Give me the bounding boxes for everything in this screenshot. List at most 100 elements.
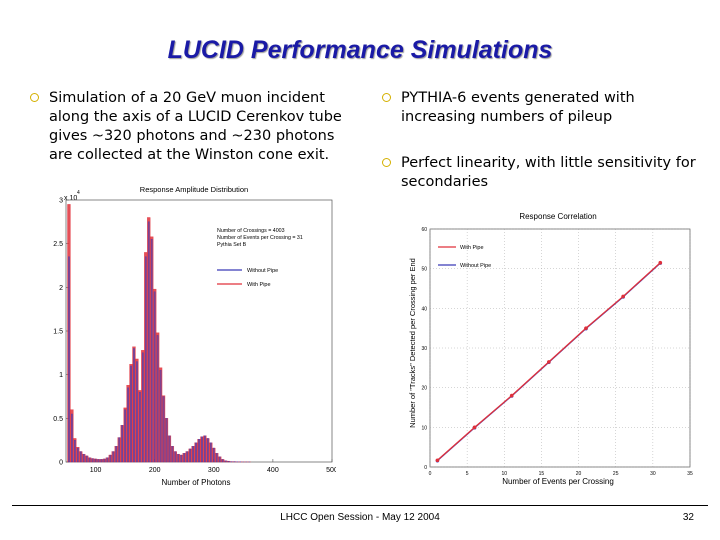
bullet-ring-icon — [382, 158, 391, 167]
y-tick-label: 1.5 — [53, 329, 63, 336]
histogram-bar — [227, 460, 230, 463]
histogram-bar — [124, 409, 126, 463]
y-tick-label: 50 — [421, 267, 427, 273]
histogram-bar — [88, 457, 91, 463]
histogram-bar — [112, 451, 115, 463]
histogram-bar — [186, 451, 189, 463]
x-tick-label: 5 — [466, 471, 469, 477]
histogram-bar — [153, 291, 156, 463]
x-tick-label: 10 — [502, 471, 508, 477]
data-point — [509, 393, 514, 398]
annotation-text: Number of Events per Crossing = 31 — [217, 235, 303, 241]
data-point — [547, 360, 551, 364]
chart-title: Response Amplitude Distribution — [140, 185, 248, 194]
histogram-bar — [74, 440, 76, 463]
histogram-bar — [118, 437, 121, 463]
x-tick-label: 0 — [429, 471, 432, 477]
y-tick-label: 40 — [421, 306, 427, 312]
bullet-linearity: Perfect linearity, with little sensitivi… — [382, 154, 702, 192]
histogram-bar — [91, 458, 94, 463]
histogram-bar — [106, 457, 109, 463]
data-point — [658, 260, 663, 265]
data-point — [621, 294, 625, 299]
histogram-bar — [195, 442, 197, 463]
response-amplitude-chart: Response Amplitude Distribution x 10 4 0… — [53, 185, 336, 487]
histogram-bar — [198, 439, 200, 463]
histogram-bar — [147, 221, 150, 463]
footer-divider — [12, 505, 708, 506]
x-tick-label: 35 — [687, 471, 693, 477]
histogram-bar — [209, 442, 212, 463]
y-tick-label: 0 — [424, 465, 427, 471]
x-axis-label: Number of Photons — [162, 478, 231, 487]
annotation-text: Number of Crossings = 4003 — [217, 228, 285, 234]
y-tick-label: 3 — [59, 198, 63, 205]
y-tick-label: 0.5 — [53, 416, 63, 423]
histogram-bar — [76, 447, 79, 463]
x-tick-label: 100 — [90, 467, 102, 474]
y-tick-label: 30 — [421, 346, 427, 352]
bullet-text: PYTHIA-6 events generated with increasin… — [401, 90, 635, 125]
histogram-bar — [115, 446, 118, 463]
y-tick-label: 10 — [421, 425, 427, 431]
bullet-text: Simulation of a 20 GeV muon incident alo… — [49, 90, 342, 163]
bullet-text: Perfect linearity, with little sensitivi… — [401, 155, 696, 190]
histogram-bar — [133, 348, 135, 463]
data-point — [472, 425, 477, 430]
y-multiplier-exponent: 4 — [77, 190, 80, 196]
histogram-bar — [79, 451, 82, 463]
histogram-bar — [192, 446, 194, 463]
data-point — [435, 458, 440, 463]
histogram-bar — [165, 418, 168, 463]
histogram-bar — [150, 239, 153, 463]
x-tick-label: 400 — [267, 467, 279, 474]
histogram-bar — [109, 454, 112, 463]
x-tick-label: 200 — [149, 467, 161, 474]
y-tick-label: 60 — [421, 227, 427, 233]
page-number: 32 — [682, 512, 694, 523]
footer-text: LHCC Open Session - May 12 2004 — [280, 512, 440, 523]
histogram-bar — [171, 446, 174, 463]
x-axis-label: Number of Events per Crossing — [502, 477, 614, 486]
x-tick-label: 25 — [613, 471, 619, 477]
histogram-bar — [183, 453, 186, 463]
y-tick-label: 1 — [59, 372, 63, 379]
histogram-bar — [168, 435, 171, 463]
x-tick-label: 15 — [539, 471, 545, 477]
legend-label: Without Pipe — [247, 268, 278, 274]
legend-label: Without Pipe — [460, 263, 491, 269]
histogram-bar — [127, 387, 129, 463]
y-tick-label: 2 — [59, 285, 63, 292]
histogram-bar — [212, 447, 215, 463]
y-tick-label: 20 — [421, 386, 427, 392]
histogram-bar — [207, 438, 209, 463]
x-tick-label: 30 — [650, 471, 656, 477]
bullet-simulation: Simulation of a 20 GeV muon incident alo… — [30, 89, 352, 165]
histogram-bar — [218, 456, 221, 463]
histogram-bar — [130, 365, 132, 463]
histogram-bar — [174, 451, 177, 463]
histogram-bar — [68, 256, 70, 463]
response-correlation-chart: Response Correlation 0 10 20 30 40 50 60 0 5 10 15… — [408, 212, 693, 486]
histogram-bar — [215, 453, 218, 463]
histogram-bar — [159, 370, 162, 463]
plot-area: 0 10 20 30 40 50 60 0 5 10 15 20 25 30 35 With Pipe With… — [421, 227, 693, 477]
histogram-bar — [162, 396, 165, 463]
histogram-bar — [136, 361, 138, 463]
histogram-bar — [189, 448, 191, 463]
y-tick-label: 2.5 — [53, 241, 63, 248]
y-tick-label: 0 — [59, 460, 63, 467]
y-multiplier-label: x 10 — [64, 195, 77, 202]
histogram-bar — [139, 391, 141, 463]
histogram-bar — [97, 459, 100, 463]
x-tick-label: 300 — [208, 467, 220, 474]
slide-title: LUCID Performance Simulations — [167, 36, 553, 64]
histogram-bar — [204, 435, 206, 463]
histogram-bar — [156, 335, 159, 463]
annotation-text: Pythia Set B — [217, 242, 247, 248]
histogram-bar — [103, 458, 106, 463]
histogram-bar — [201, 436, 203, 463]
histogram-bar — [82, 453, 85, 463]
bullet-ring-icon — [30, 93, 39, 102]
